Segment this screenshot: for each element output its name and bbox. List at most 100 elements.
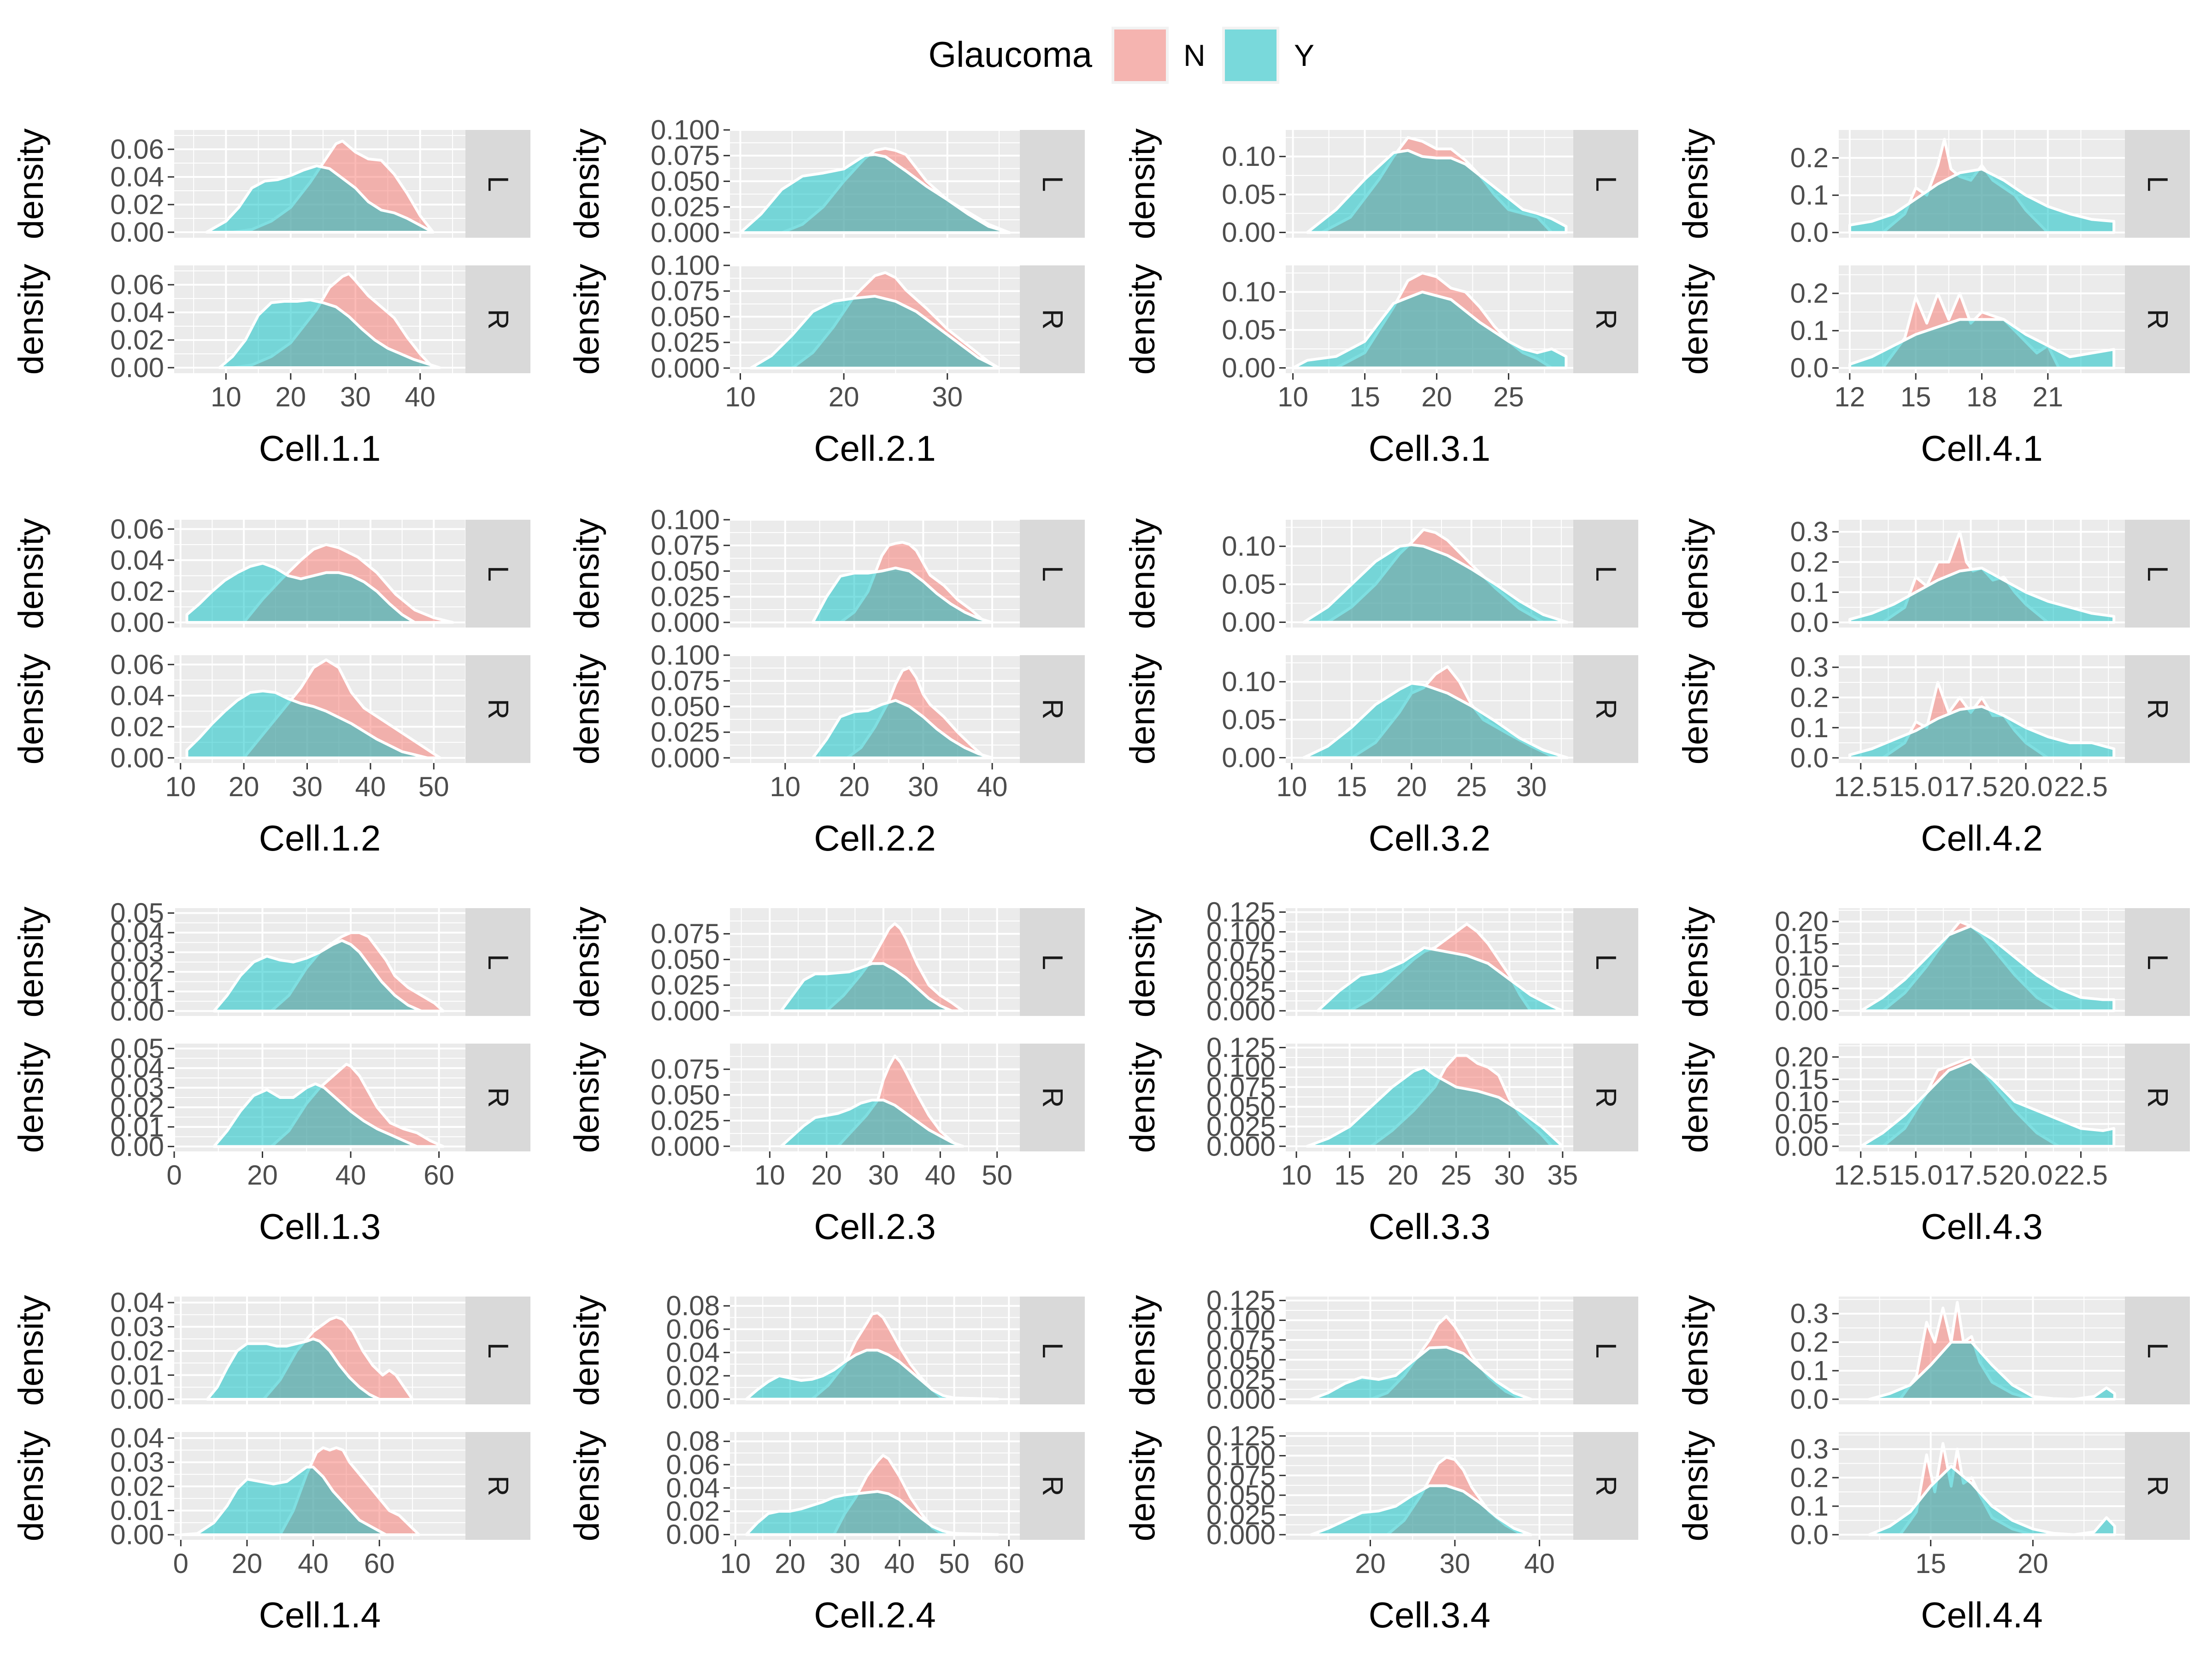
- y-tick-label: 0.050: [651, 166, 720, 197]
- x-tick-label: 40: [335, 1160, 366, 1191]
- x-tick-label: 17.5: [1944, 771, 1998, 802]
- y-tick-label: 0.100: [1206, 1440, 1276, 1471]
- panel-cell-1-2-l: L 0.000.020.040.06 density: [12, 514, 530, 638]
- y-axis-title: density: [567, 907, 606, 1018]
- density-y-cell-1-3-l: [212, 939, 423, 1013]
- panel-cell-4-2-l: L 0.00.10.20.3 density: [1676, 516, 2190, 638]
- y-tick-label: 0.050: [651, 556, 720, 587]
- x-tick-label: 35: [1547, 1160, 1578, 1191]
- x-tick-label: 30: [1516, 771, 1547, 802]
- x-tick-label: 40: [925, 1160, 956, 1191]
- y-tick-label: 0.04: [110, 917, 164, 948]
- x-tick-label: 15: [1336, 771, 1367, 802]
- facet-strip: [465, 130, 530, 238]
- x-tick-label: 10: [1277, 382, 1308, 412]
- x-tick-label: 10: [1277, 771, 1307, 802]
- plot-cell-2-4: L0.000.020.040.060.08densityR0.000.020.0…: [567, 1291, 1085, 1635]
- facet-label-l: L: [1590, 954, 1622, 970]
- panel-cell-4-4-l: L 0.00.10.20.3 density: [1676, 1295, 2190, 1414]
- y-tick-label: 0.01: [110, 1360, 164, 1391]
- facet-label-l: L: [2141, 176, 2173, 192]
- y-tick-label: 0.0: [1790, 352, 1829, 383]
- y-tick-label: 0.000: [1206, 995, 1276, 1026]
- y-tick-label: 0.03: [110, 937, 164, 968]
- density-y-cell-3-3-l: [1316, 946, 1564, 1012]
- x-tick-label: 30: [340, 382, 371, 412]
- y-tick-label: 0.1: [1790, 1491, 1829, 1521]
- facet-strip: [2125, 908, 2190, 1016]
- y-tick-label: 0.15: [1775, 1064, 1829, 1095]
- y-tick-label: 0.050: [1206, 1344, 1276, 1375]
- x-tick-label: 20: [839, 771, 870, 802]
- facet-label-l: L: [1036, 954, 1068, 970]
- facet-label-r: R: [1590, 1087, 1622, 1108]
- facet-label-r: R: [482, 1476, 514, 1497]
- y-tick-label: 0.03: [110, 1447, 164, 1478]
- facet-strip: [1020, 265, 1085, 373]
- y-tick-label: 0.15: [1775, 928, 1829, 959]
- x-tick-label: 20: [775, 1548, 806, 1579]
- y-tick-label: 0.050: [651, 691, 720, 722]
- y-tick-label: 0.10: [1775, 1086, 1829, 1117]
- x-tick-label: 10: [720, 1548, 751, 1579]
- density-y-cell-2-1-l: [739, 153, 1011, 234]
- y-tick-label: 0.025: [651, 192, 720, 223]
- legend: Glaucoma N Y: [929, 27, 1314, 84]
- y-tick-label: 0.0: [1790, 607, 1829, 638]
- x-tick-label: 0: [166, 1160, 182, 1191]
- y-tick-label: 0.00: [110, 607, 164, 638]
- x-axis-title-cell-1-4: Cell.1.4: [259, 1595, 381, 1635]
- y-tick-label: 0.100: [651, 115, 720, 146]
- x-tick-label: 20: [1421, 382, 1452, 412]
- facet-label-l: L: [2141, 954, 2173, 970]
- plot-cell-2-2: L0.0000.0250.0500.0750.100densityR0.0000…: [567, 505, 1085, 858]
- density-y-cell-3-4-l: [1310, 1345, 1533, 1401]
- x-tick-label: 15: [1900, 382, 1931, 412]
- y-tick-label: 0.00: [110, 996, 164, 1027]
- y-tick-label: 0.03: [110, 1072, 164, 1103]
- facet-strip: [1573, 1297, 1638, 1404]
- y-tick-label: 0.2: [1790, 278, 1829, 309]
- plot-cell-1-3: L0.000.010.020.030.040.05densityR0.000.0…: [12, 898, 530, 1247]
- y-tick-label: 0.05: [1775, 1109, 1829, 1139]
- y-tick-label: 0.00: [110, 1131, 164, 1162]
- y-axis-title: density: [1123, 518, 1162, 629]
- y-tick-label: 0.025: [651, 1105, 720, 1136]
- facet-label-l: L: [1036, 566, 1068, 581]
- y-tick-label: 0.00: [1222, 217, 1276, 248]
- panel-cell-1-4-l: L 0.000.010.020.030.04 density: [12, 1287, 530, 1414]
- y-tick-label: 0.00: [110, 1519, 164, 1550]
- y-tick-label: 0.1: [1790, 577, 1829, 608]
- x-axis-title-cell-2-3: Cell.2.3: [814, 1206, 935, 1247]
- x-tick-label: 30: [1440, 1548, 1471, 1579]
- panel-cell-1-2-r: R 0.000.020.040.06 density: [12, 649, 530, 773]
- y-axis-title: density: [1676, 518, 1715, 629]
- y-tick-label: 0.125: [1206, 1285, 1276, 1316]
- y-tick-label: 0.025: [651, 970, 720, 1001]
- facet-strip: [2125, 1044, 2190, 1151]
- y-tick-label: 0.04: [110, 1053, 164, 1084]
- facet-label-l: L: [482, 176, 514, 192]
- y-tick-label: 0.04: [110, 1287, 164, 1318]
- density-y-cell-3-2-r: [1302, 682, 1569, 759]
- facet-strip: [2125, 130, 2190, 238]
- facet-label-r: R: [2141, 1476, 2173, 1497]
- plot-cell-3-2: L 0.00 0.05 0.10 density R 0.00 0.05 0.10 density…: [1123, 518, 1638, 858]
- facet-label-r: R: [1590, 699, 1622, 720]
- x-tick-label: 40: [355, 771, 386, 802]
- y-tick-label: 0.000: [1206, 1519, 1276, 1550]
- plot-cell-4-4: L0.00.10.20.3densityR0.00.10.20.3density…: [1676, 1295, 2190, 1635]
- facet-strip: [1573, 1432, 1638, 1540]
- y-axis-title: density: [1123, 264, 1162, 375]
- y-axis-title: density: [12, 1042, 51, 1153]
- y-axis-title: density: [567, 654, 606, 765]
- y-tick-label: 0.04: [110, 297, 164, 328]
- y-tick-label: 0.00: [110, 217, 164, 248]
- y-tick-label: 0.050: [1206, 1092, 1276, 1122]
- y-tick-label: 0.125: [1206, 1420, 1276, 1451]
- y-tick-label: 0.04: [666, 1473, 720, 1503]
- facet-strip: [465, 908, 530, 1016]
- x-tick-label: 10: [770, 771, 800, 802]
